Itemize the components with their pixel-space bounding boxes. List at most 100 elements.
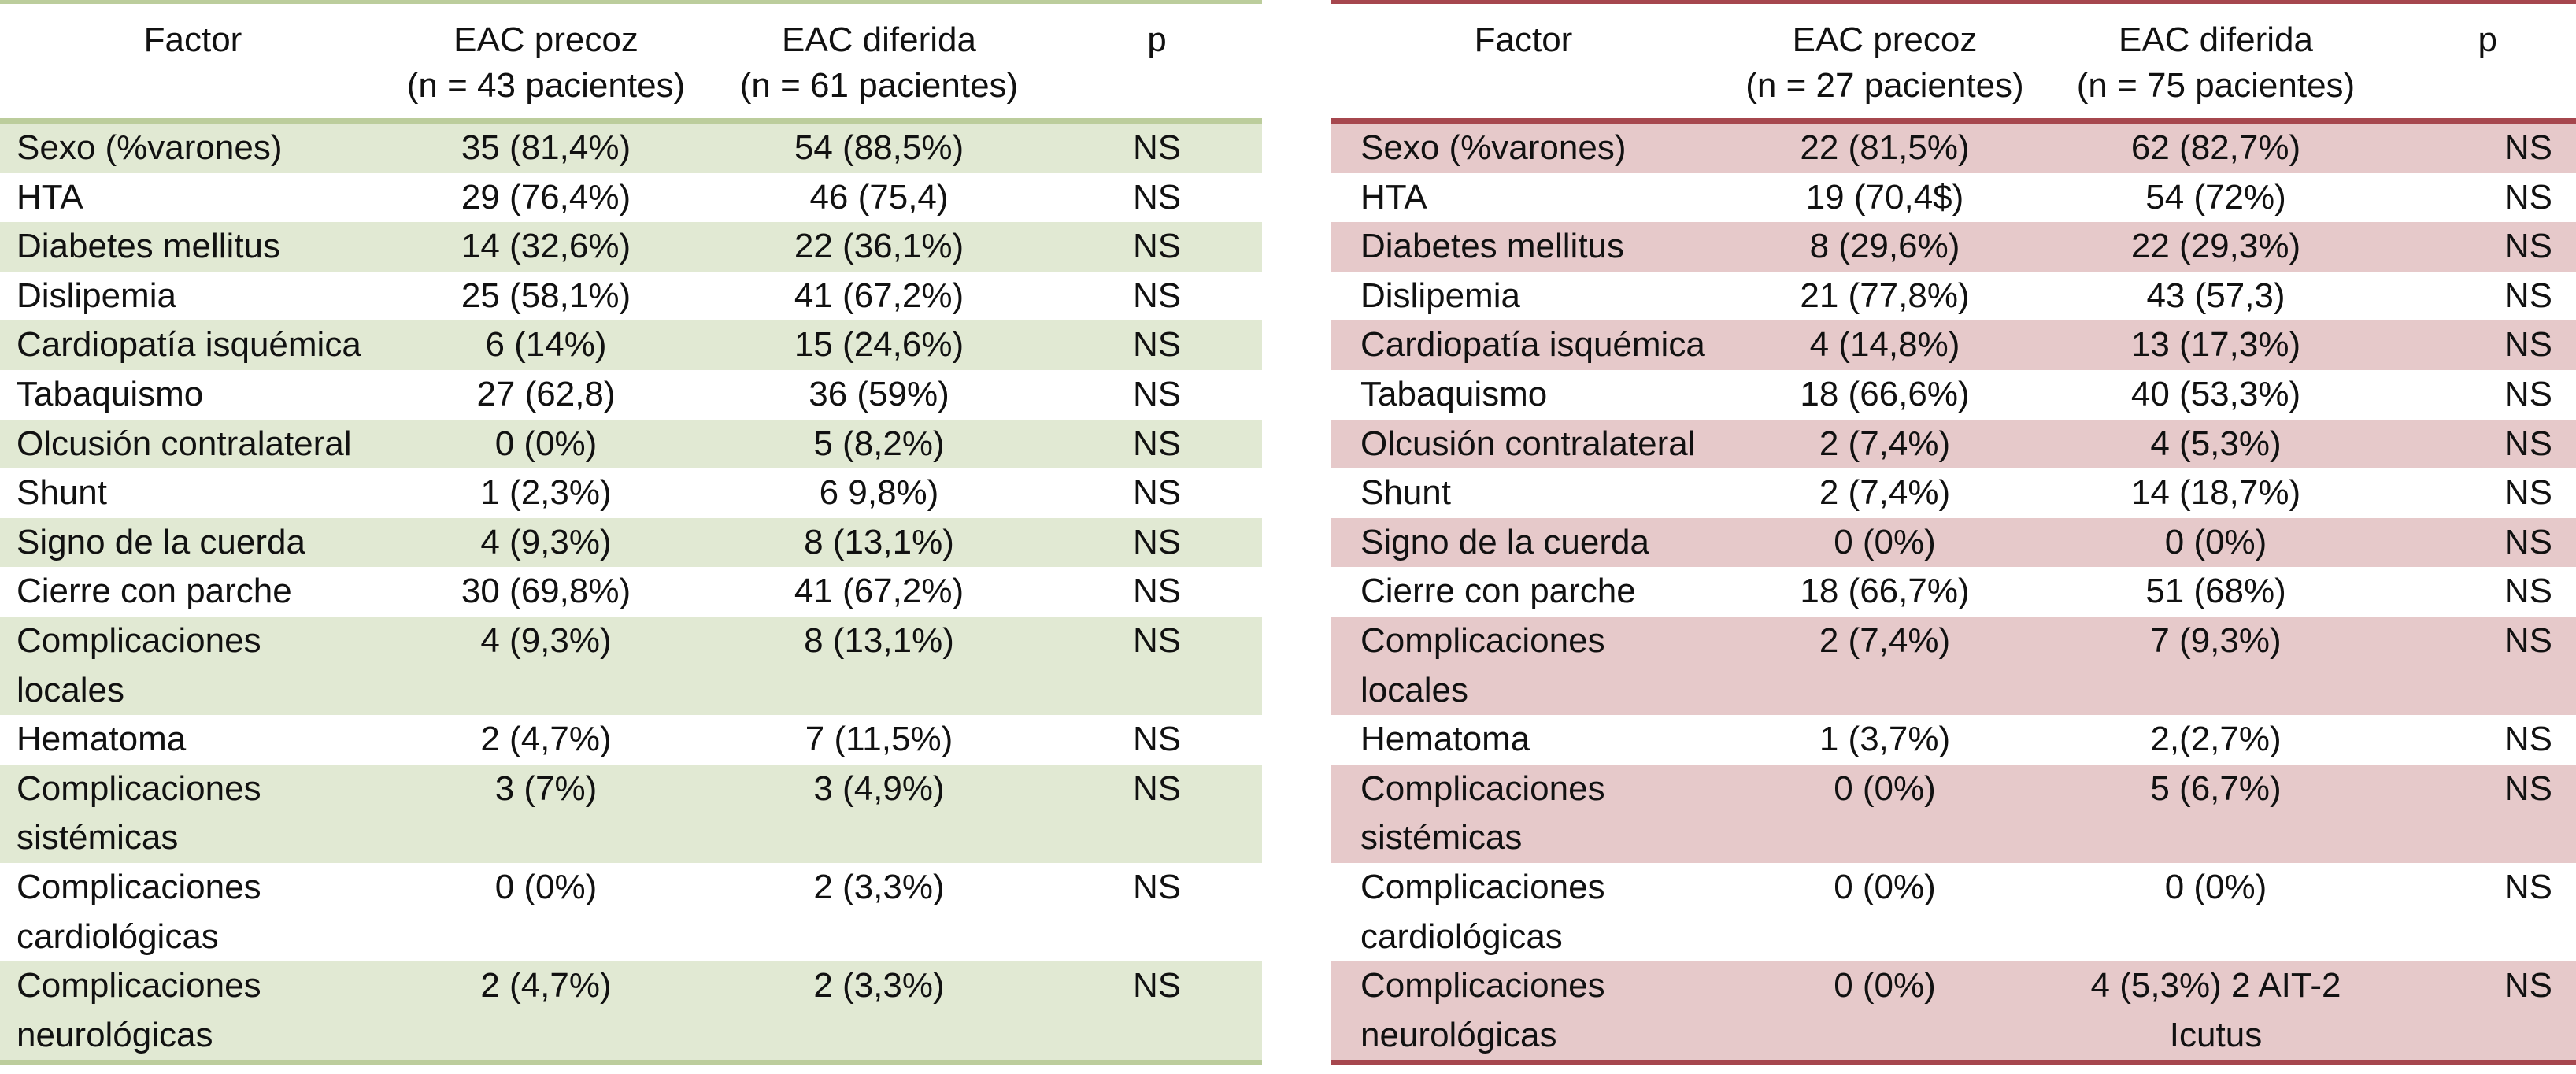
table-cell: Complicaciones neurológicas: [0, 961, 386, 1063]
cell-line: (n = 61 pacientes): [739, 66, 1019, 105]
table-cell: 30 (69,8%): [461, 572, 631, 611]
cell-line: sistémicas: [1360, 818, 1523, 857]
table-cell: 43 (57,3): [2146, 276, 2285, 315]
table-row: Diabetes mellitus 14 (32,6%) 22 (36,1%) NS: [0, 222, 1262, 272]
table-cell: NS: [2378, 616, 2576, 716]
cell-line: Complicaciones: [17, 768, 261, 808]
table-cell: 2 (4,7%): [386, 961, 706, 1063]
table-cell: 0 (0%): [386, 419, 706, 469]
table-cell: 51 (68%): [2145, 572, 2286, 611]
table-cell: 4 (5,3%): [2053, 419, 2378, 469]
table-row: Cierre con parche 18 (66,7%) 51 (68%) NS: [1331, 567, 2576, 617]
table-cell: 0 (0%): [494, 867, 598, 906]
table-cell: NS: [2378, 320, 2576, 370]
table-row: Diabetes mellitus 8 (29,6%) 22 (29,3%) NS: [1331, 222, 2576, 272]
table-cell: NS: [1052, 517, 1262, 568]
header-row: Factor EAC precoz (n = 27 pacientes) EAC di…: [1331, 2, 2576, 121]
table-cell: 0 (0%): [1716, 517, 2053, 568]
table-cell: Tabaquismo: [1360, 374, 1548, 413]
table-cell: 2 (7,4%): [1716, 616, 2053, 716]
table-cell: Olcusión contralateral: [1331, 419, 1716, 469]
header-cell: EAC precoz (n = 27 pacientes): [1716, 2, 2053, 121]
table-cell: 4 (5,3%) 2 AIT-2 Icutus: [2053, 961, 2378, 1063]
table-cell: 5 (6,7%): [2053, 764, 2378, 863]
table-cell: 2 (7,4%): [1819, 473, 1951, 513]
table-cell: Hematoma: [1360, 720, 1530, 759]
table-cell: Complicaciones locales: [0, 616, 386, 716]
table-row: Hematoma 1 (3,7%) 2,(2,7%) NS: [1331, 715, 2576, 765]
table-row: Complicaciones locales 4 (9,3%) 8 (13,1%) NS: [0, 616, 1262, 716]
table-row: Complicaciones sistémicas 0 (0%) 5 (6,7%) NS: [1331, 764, 2576, 863]
table-row: HTA 29 (76,4%) 46 (75,4) NS: [0, 173, 1262, 223]
table-cell: 0 (0%): [1716, 961, 2053, 1063]
table-header: Factor EAC precoz (n = 43 pacientes) EAC di…: [0, 2, 1262, 121]
table-cell: 2 (3,3%): [706, 961, 1052, 1063]
table-cell: Shunt: [1360, 473, 1451, 513]
table-cell: NS: [1052, 616, 1262, 716]
table-cell: Sexo (%varones): [1331, 120, 1716, 173]
table-cell: 0 (0%): [1716, 764, 2053, 863]
table-row: Complicaciones neurológicas 0 (0%) 4 (5,3%)…: [1331, 961, 2576, 1063]
table-cell: 25 (58,1%): [461, 276, 631, 315]
header-cell: p: [2378, 2, 2576, 121]
cell-line: Icutus: [2169, 1015, 2263, 1054]
table-row: Signo de la cuerda 0 (0%) 0 (0%) NS: [1331, 517, 2576, 568]
cell-line: Factor: [1474, 20, 1573, 59]
table-cell: 4 (9,3%): [386, 616, 706, 716]
cell-line: p: [1147, 20, 1167, 59]
table-cell: 18 (66,6%): [1800, 374, 1970, 413]
table-cell: 29 (76,4%): [461, 177, 631, 217]
table-cell: NS: [1052, 320, 1262, 370]
cell-line: neurológicas: [17, 1015, 213, 1054]
table-cell: 35 (81,4%): [386, 120, 706, 173]
table-cell: Complicaciones cardiológicas: [0, 863, 386, 961]
header-cell: EAC precoz (n = 43 pacientes): [386, 2, 706, 121]
table-cell: 14 (32,6%): [386, 222, 706, 272]
table-cell: Dislipemia: [17, 276, 176, 315]
table-left: Factor EAC precoz (n = 43 pacientes) EAC di…: [0, 0, 1262, 1066]
cell-line: EAC diferida: [781, 20, 976, 59]
table-cell: 3 (4,9%): [706, 764, 1052, 863]
table-cell: Shunt: [17, 473, 107, 513]
table-row: Signo de la cuerda 4 (9,3%) 8 (13,1%) NS: [0, 517, 1262, 568]
table-cell: HTA: [1360, 177, 1427, 217]
cell-line: Complicaciones: [1360, 768, 1605, 808]
table-cell: Complicaciones sistémicas: [0, 764, 386, 863]
table-cell: NS: [2378, 517, 2576, 568]
table-row: Complicaciones cardiológicas 0 (0%) 2 (3,3%…: [0, 863, 1262, 961]
table-header: Factor EAC precoz (n = 27 pacientes) EAC di…: [1331, 2, 2576, 121]
table-cell: NS: [2378, 222, 2576, 272]
table-cell: Tabaquismo: [17, 374, 204, 413]
table-row: Olcusión contralateral 2 (7,4%) 4 (5,3%) NS: [1331, 419, 2576, 469]
table-cell: NS: [1132, 473, 1182, 513]
cell-line: EAC precoz: [453, 20, 638, 59]
table-cell: NS: [2504, 177, 2552, 217]
header-cell: Factor: [1331, 2, 1716, 121]
table-cell: Cierre con parche: [17, 572, 292, 611]
table-cell: 7 (9,3%): [2053, 616, 2378, 716]
cell-line: 4 (5,3%) 2 AIT-2: [2090, 966, 2341, 1005]
table-cell: 4 (14,8%): [1716, 320, 2053, 370]
cell-line: locales: [1360, 670, 1468, 709]
table-cell: 22 (81,5%): [1716, 120, 2053, 173]
table-cell: NS: [2504, 276, 2552, 315]
table-cell: 2 (3,3%): [813, 867, 945, 906]
table-cell: 3 (7%): [386, 764, 706, 863]
table-cell: Complicaciones sistémicas: [1331, 764, 1716, 863]
table-cell: Complicaciones neurológicas: [1331, 961, 1716, 1063]
table-cell: 2,(2,7%): [2150, 720, 2282, 759]
table-row: Cierre con parche 30 (69,8%) 41 (67,2%) NS: [0, 567, 1262, 617]
cell-line: Factor: [143, 20, 242, 59]
table-cell: 62 (82,7%): [2053, 120, 2378, 173]
table-cell: Sexo (%varones): [0, 120, 386, 173]
table-row: Dislipemia 25 (58,1%) 41 (67,2%) NS: [0, 272, 1262, 321]
table-row: HTA 19 (70,4$) 54 (72%) NS: [1331, 173, 2576, 223]
table-right: Factor EAC precoz (n = 27 pacientes) EAC di…: [1331, 0, 2576, 1066]
header-cell: EAC diferida (n = 61 pacientes): [706, 2, 1052, 121]
table-row: Tabaquismo 27 (62,8) 36 (59%) NS: [0, 370, 1262, 420]
table-row: Shunt 2 (7,4%) 14 (18,7%) NS: [1331, 468, 2576, 518]
cell-line: (n = 27 pacientes): [1745, 66, 2024, 105]
header-row: Factor EAC precoz (n = 43 pacientes) EAC di…: [0, 2, 1262, 121]
table-cell: 0 (0%): [1834, 867, 1936, 906]
